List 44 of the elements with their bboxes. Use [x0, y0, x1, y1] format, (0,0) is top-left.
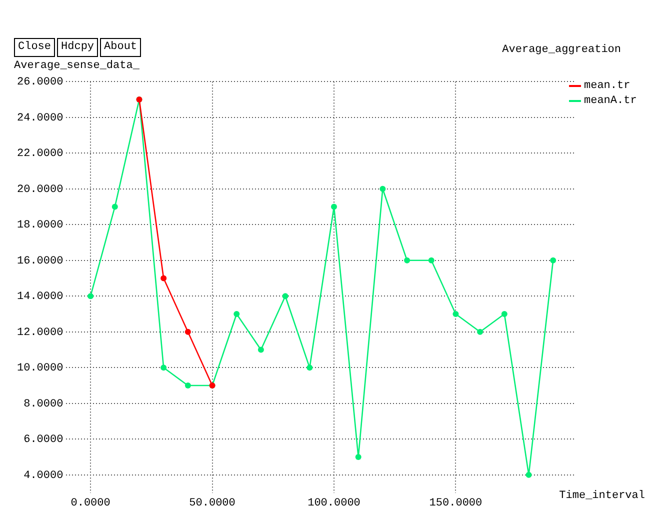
- y-tick-label: 22.0000: [16, 148, 64, 160]
- point: [160, 275, 167, 282]
- point: [234, 311, 240, 318]
- point: [112, 204, 118, 210]
- y-tick-label: 24.0000: [16, 112, 64, 124]
- point: [184, 382, 191, 389]
- point: [526, 472, 532, 478]
- point: [184, 328, 191, 335]
- point: [380, 186, 386, 192]
- text: About: [100, 38, 142, 57]
- point: [501, 311, 508, 318]
- point: [404, 257, 410, 264]
- chart-title: Average_aggreation: [502, 44, 621, 56]
- legend-label: meanA.tr: [584, 95, 637, 107]
- point: [477, 328, 484, 335]
- x-tick-label: 150.0000: [429, 497, 482, 510]
- point: [550, 257, 556, 264]
- y-tick-label: 8.0000: [24, 398, 64, 410]
- point: [306, 364, 313, 371]
- y-tick-label: 12.0000: [16, 326, 64, 339]
- y-tick-label: 16.0000: [16, 255, 64, 268]
- x-tick-label: 100.0000: [308, 497, 360, 510]
- point: [258, 346, 264, 353]
- point: [160, 364, 167, 371]
- y-tick-label: 26.0000: [16, 76, 64, 89]
- y-tick-label: 4.0000: [24, 470, 64, 482]
- y-axis-title: Average_sense_data_: [14, 60, 140, 72]
- x-axis-title: Time_interval: [559, 490, 645, 502]
- y-tick-label: 18.0000: [16, 220, 64, 232]
- point: [88, 293, 94, 300]
- y-tick-label: 10.0000: [16, 362, 64, 375]
- y-tick-label: 6.0000: [24, 434, 64, 446]
- y-tick-label: 20.0000: [16, 184, 64, 196]
- point: [428, 257, 434, 264]
- point: [452, 311, 459, 318]
- x-tick-label: 0.0000: [70, 497, 110, 510]
- point: [330, 204, 337, 210]
- point: [355, 454, 362, 460]
- text: Close: [14, 38, 56, 57]
- text: Hdcpy: [57, 38, 98, 57]
- point: [282, 293, 288, 300]
- x-tick-label: 50.0000: [189, 497, 236, 510]
- legend-label: mean.tr: [584, 80, 630, 92]
- y-tick-label: 14.0000: [16, 291, 64, 304]
